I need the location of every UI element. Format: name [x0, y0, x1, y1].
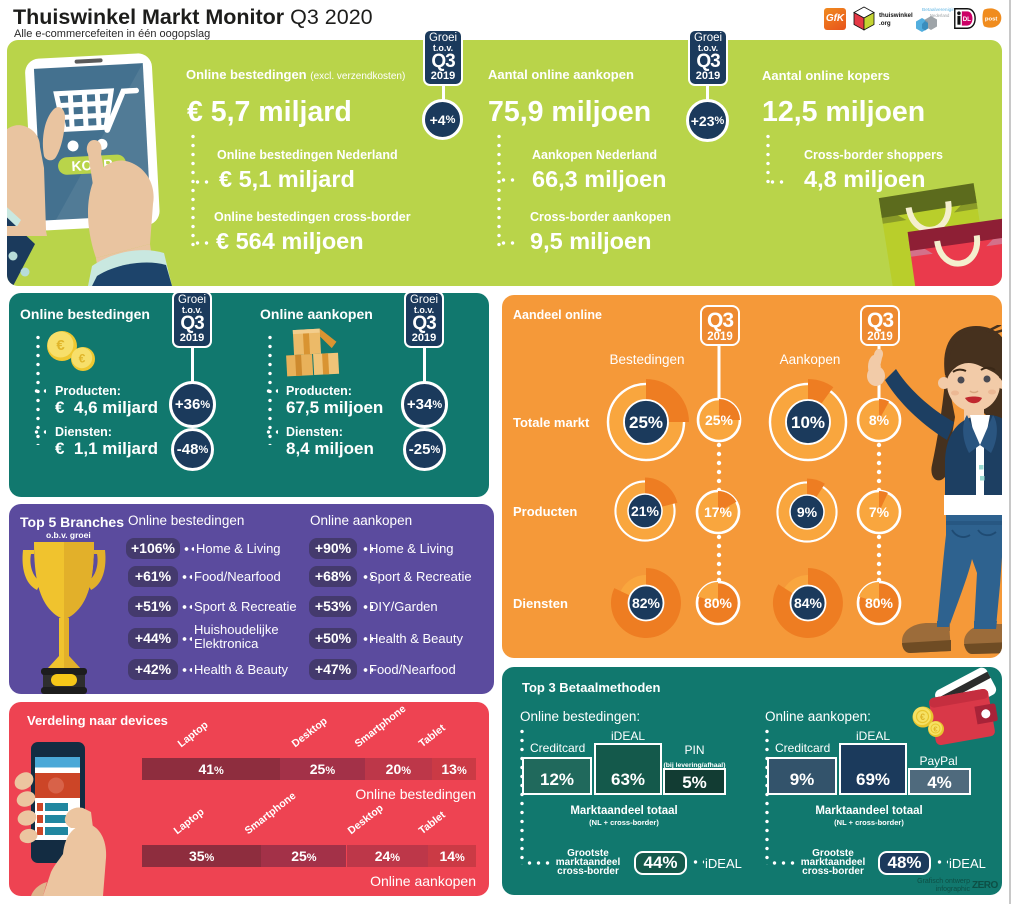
svg-text:DL: DL — [963, 16, 971, 23]
svg-text:84%: 84% — [794, 595, 823, 611]
svg-text:thuiswinkel: thuiswinkel — [879, 12, 913, 19]
svg-text:€: € — [79, 352, 86, 366]
svg-text:80%: 80% — [704, 595, 733, 611]
svg-text:Nederland: Nederland — [930, 13, 950, 18]
svg-text:10%: 10% — [791, 413, 825, 432]
svg-text:8%: 8% — [869, 412, 890, 428]
svg-text:82%: 82% — [632, 595, 661, 611]
svg-text:17%: 17% — [704, 504, 733, 520]
svg-text:.org: .org — [879, 20, 891, 27]
svg-text:€: € — [920, 712, 925, 722]
svg-text:21%: 21% — [631, 503, 660, 519]
svg-text:post: post — [985, 17, 998, 23]
svg-text:Betaalvereniging: Betaalvereniging — [922, 7, 958, 13]
svg-text:9%: 9% — [797, 504, 818, 520]
svg-text:80%: 80% — [865, 595, 894, 611]
svg-text:25%: 25% — [705, 412, 734, 428]
svg-text:7%: 7% — [869, 504, 890, 520]
svg-text:€: € — [933, 725, 938, 734]
svg-text:25%: 25% — [629, 413, 663, 432]
svg-text:€: € — [56, 337, 65, 354]
